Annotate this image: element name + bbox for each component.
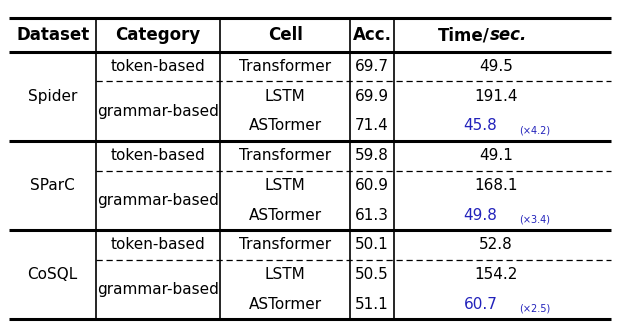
Text: grammar-based: grammar-based: [97, 193, 219, 208]
Text: Time/: Time/: [438, 26, 490, 44]
Text: 69.7: 69.7: [355, 59, 389, 74]
Text: Transformer: Transformer: [239, 59, 331, 74]
Text: ASTormer: ASTormer: [249, 207, 322, 222]
Text: Spider: Spider: [28, 89, 78, 104]
Text: Dataset: Dataset: [16, 26, 89, 44]
Text: 154.2: 154.2: [474, 267, 518, 282]
Text: LSTM: LSTM: [265, 267, 306, 282]
Text: 191.4: 191.4: [474, 89, 518, 104]
Text: token-based: token-based: [111, 59, 205, 74]
Text: 71.4: 71.4: [355, 119, 389, 134]
Text: LSTM: LSTM: [265, 178, 306, 193]
Text: ASTormer: ASTormer: [249, 119, 322, 134]
Text: 69.9: 69.9: [355, 89, 389, 104]
Text: sec.: sec.: [490, 26, 527, 44]
Text: (×2.5): (×2.5): [519, 303, 550, 313]
Text: CoSQL: CoSQL: [27, 267, 78, 282]
Text: 60.9: 60.9: [355, 178, 389, 193]
Text: 51.1: 51.1: [355, 297, 389, 312]
Text: ASTormer: ASTormer: [249, 297, 322, 312]
Text: Cell: Cell: [268, 26, 303, 44]
Text: 45.8: 45.8: [464, 119, 497, 134]
Text: 168.1: 168.1: [474, 178, 518, 193]
Text: 52.8: 52.8: [479, 237, 513, 252]
Text: 49.1: 49.1: [479, 148, 513, 163]
Text: token-based: token-based: [111, 237, 205, 252]
Text: (×4.2): (×4.2): [519, 125, 550, 135]
Text: SParC: SParC: [30, 178, 75, 193]
Text: grammar-based: grammar-based: [97, 104, 219, 119]
Text: Transformer: Transformer: [239, 148, 331, 163]
Text: 50.1: 50.1: [355, 237, 389, 252]
Text: Transformer: Transformer: [239, 237, 331, 252]
Text: 59.8: 59.8: [355, 148, 389, 163]
Text: 61.3: 61.3: [355, 207, 389, 222]
Text: Acc.: Acc.: [353, 26, 391, 44]
Text: LSTM: LSTM: [265, 89, 306, 104]
Text: 49.8: 49.8: [464, 207, 497, 222]
Text: 49.5: 49.5: [479, 59, 513, 74]
Text: 50.5: 50.5: [355, 267, 389, 282]
Text: (×3.4): (×3.4): [519, 214, 550, 224]
Text: 60.7: 60.7: [464, 297, 497, 312]
Text: token-based: token-based: [111, 148, 205, 163]
Text: Category: Category: [115, 26, 201, 44]
Text: grammar-based: grammar-based: [97, 282, 219, 297]
